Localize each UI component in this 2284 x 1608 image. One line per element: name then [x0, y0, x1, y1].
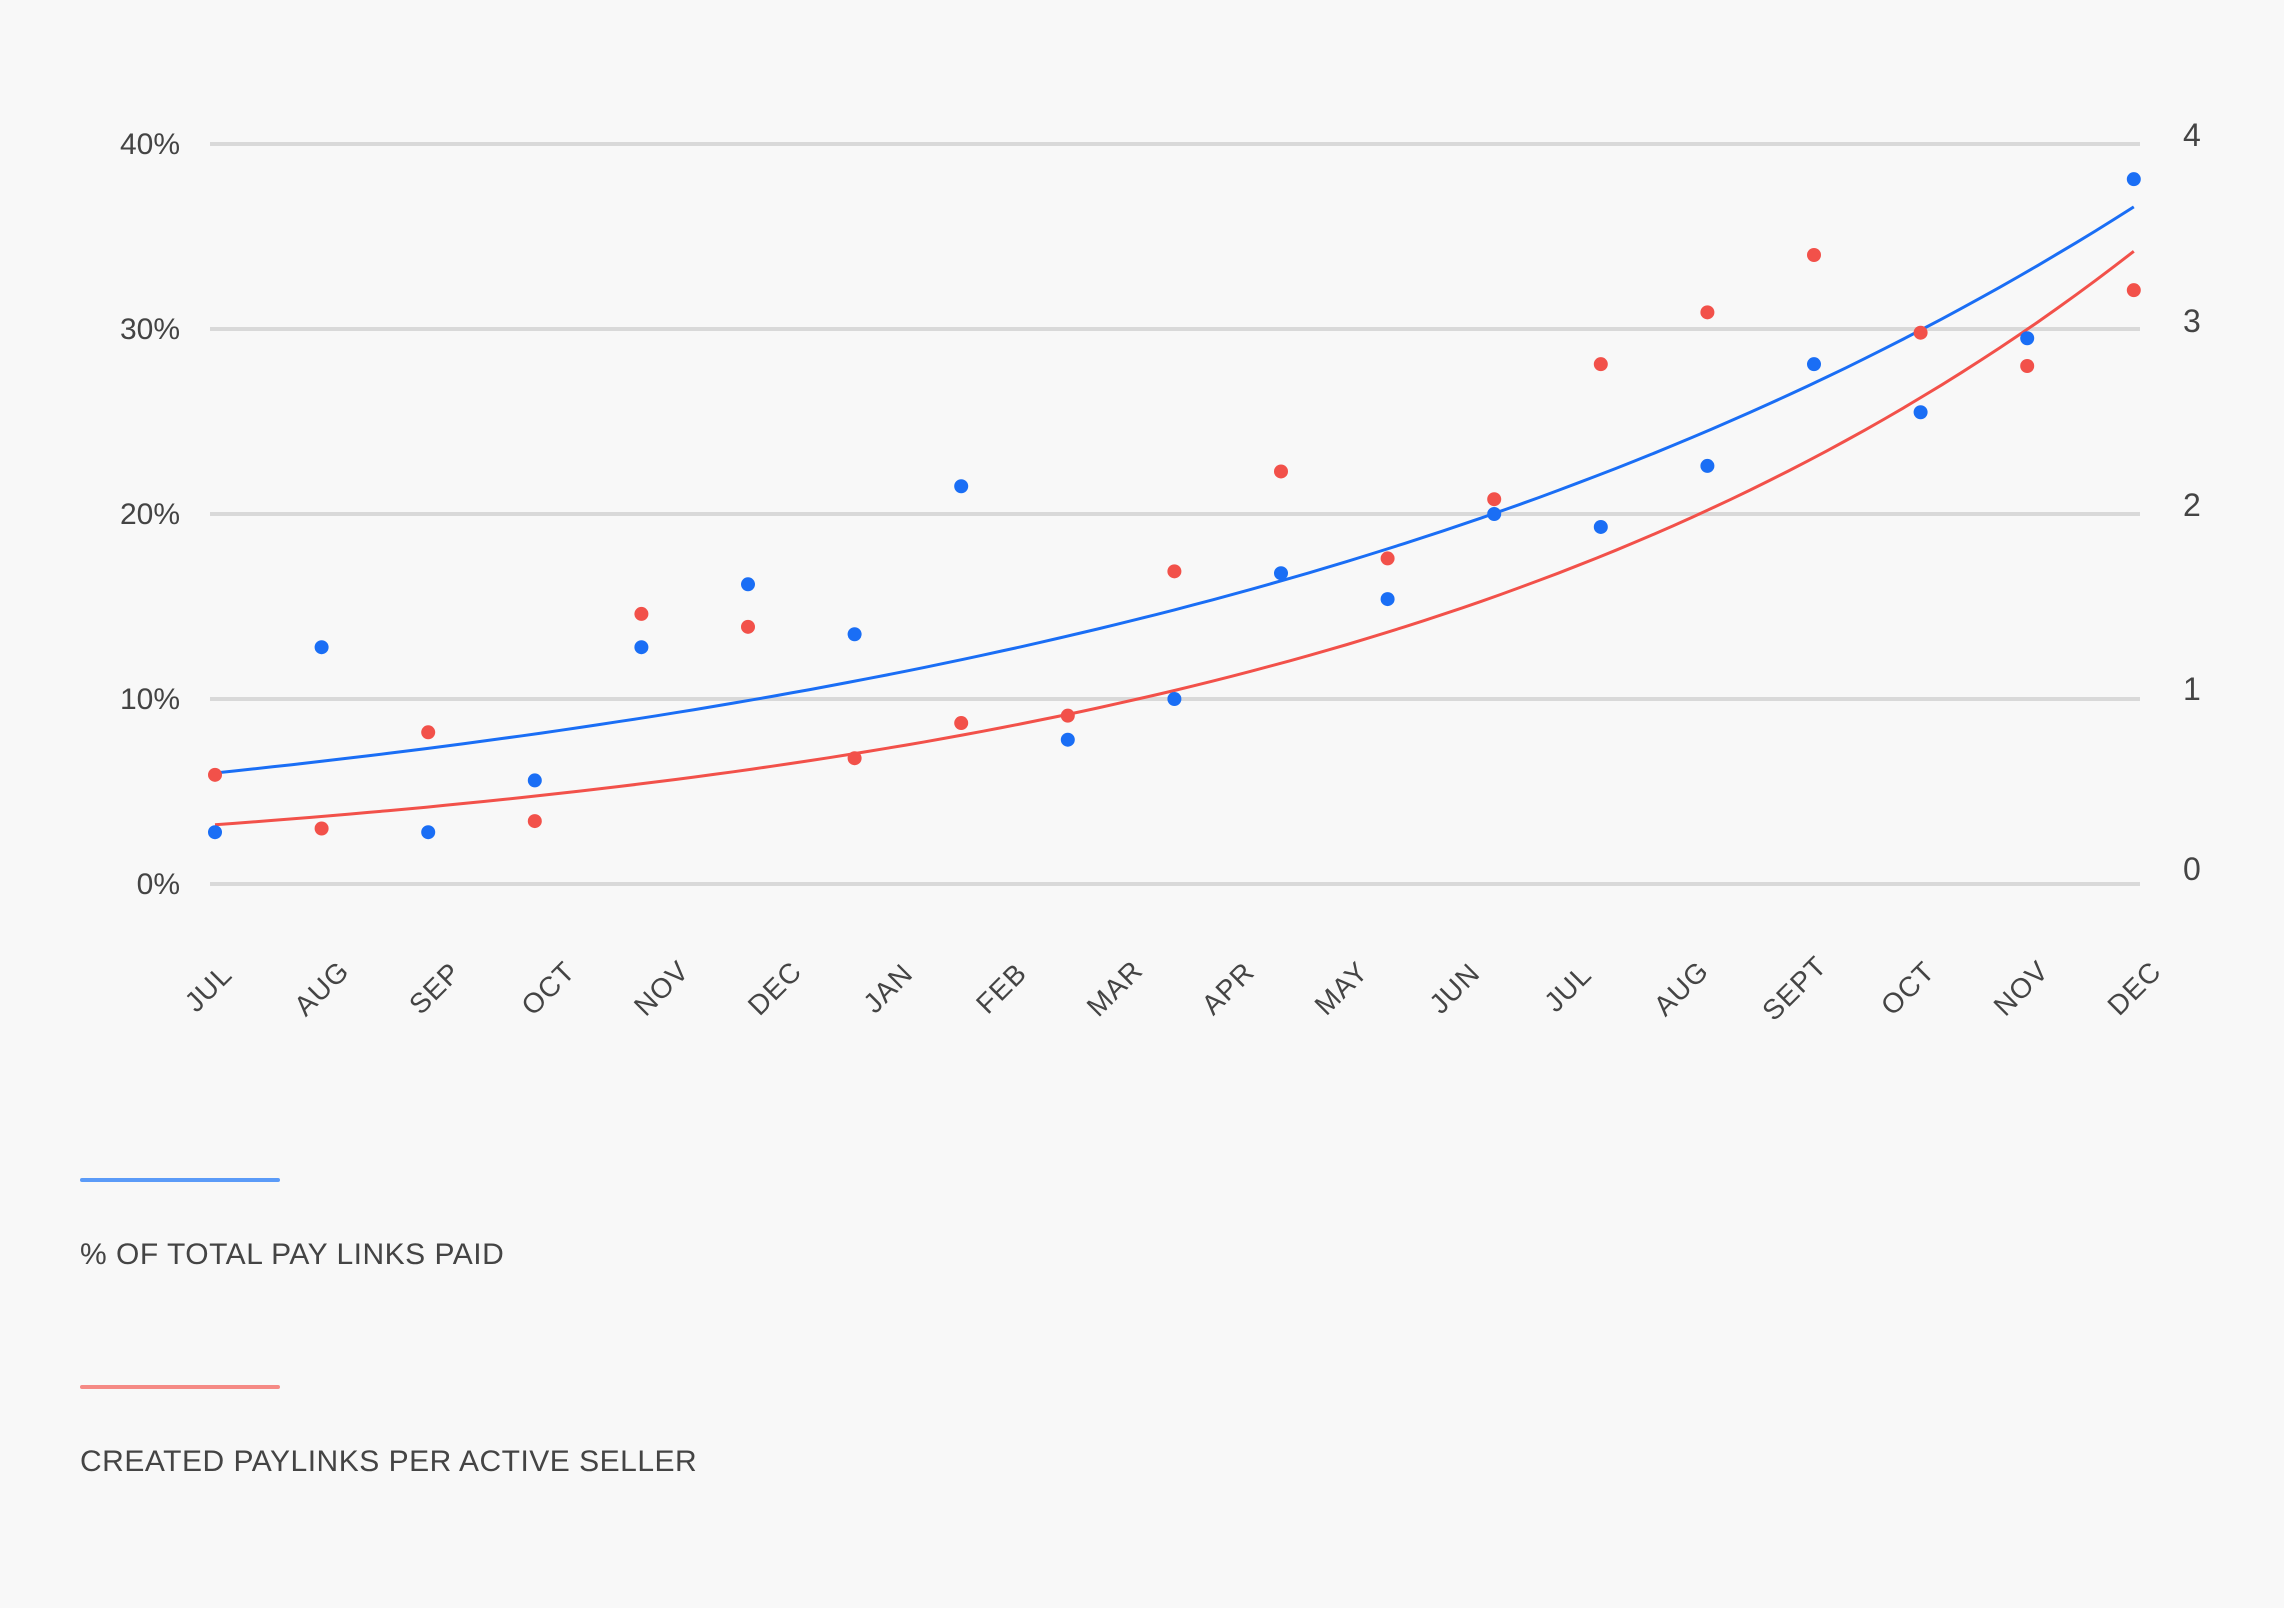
trend-line-series-0: [214, 205, 2135, 775]
data-point-series-1: [634, 606, 649, 621]
legend-swatch-blue: [80, 1178, 280, 1182]
data-point-series-0: [2020, 331, 2035, 346]
x-tick-label: AUG: [288, 955, 355, 1022]
data-point-series-1: [1487, 492, 1502, 507]
x-tick-label: NOV: [1988, 955, 2055, 1022]
data-point-series-0: [1274, 566, 1288, 581]
x-tick-label: MAY: [1309, 956, 1374, 1021]
y-right-tick-label: 3: [2183, 303, 2201, 339]
data-point-series-0: [634, 640, 649, 655]
data-point-series-1: [314, 821, 329, 836]
y-left-tick-label: 40%: [120, 128, 180, 161]
data-point-series-0: [1060, 732, 1075, 747]
data-point-series-0: [847, 627, 862, 642]
data-point-series-0: [1380, 592, 1395, 607]
data-point-series-0: [421, 825, 436, 840]
x-tick-label: SEPT: [1756, 950, 1832, 1026]
data-point-series-0: [527, 773, 542, 788]
y-left-tick-label: 20%: [120, 498, 180, 531]
data-point-series-1: [421, 725, 436, 740]
legend-item-paylinks-per-seller: CREATED PAYLINKS PER ACTIVE SELLER: [80, 1385, 697, 1479]
legend-label-pay-links-paid: % OF TOTAL PAY LINKS PAID: [80, 1238, 505, 1271]
trend-line-series-1: [214, 250, 2135, 827]
data-point-series-1: [1700, 305, 1715, 320]
data-point-series-1: [847, 751, 862, 766]
y-left-tick-label: 10%: [120, 683, 180, 716]
data-point-series-1: [954, 716, 969, 731]
data-point-series-1: [208, 767, 222, 782]
right-axis-ticks: 0 1 2 3 4: [2183, 117, 2201, 887]
data-point-series-0: [208, 825, 222, 840]
y-left-tick-label: 30%: [120, 313, 180, 346]
y-right-tick-label: 1: [2183, 671, 2201, 707]
legend-label-paylinks-per-seller: CREATED PAYLINKS PER ACTIVE SELLER: [80, 1445, 698, 1478]
data-point-series-0: [1807, 357, 1821, 372]
data-point-series-1: [1913, 325, 1928, 340]
x-tick-label: JUL: [179, 959, 238, 1018]
data-point-series-0: [1913, 405, 1928, 420]
x-tick-label: AUG: [1648, 955, 1715, 1022]
x-tick-label: OCT: [515, 955, 581, 1021]
y-right-tick-label: 4: [2183, 117, 2201, 153]
data-point-series-0: [1487, 507, 1502, 521]
x-axis-ticks: JUL AUG SEP OCT NOV DEC JAN FEB MAR APR MAY JUN JUL A…: [179, 950, 2168, 1026]
data-point-series-0: [741, 577, 755, 592]
data-point-series-0: [1167, 692, 1182, 706]
y-right-tick-label: 2: [2183, 487, 2201, 523]
x-tick-label: FEB: [970, 957, 1033, 1020]
grid-lines: [210, 142, 2140, 886]
data-point-series-1: [1167, 564, 1182, 579]
x-tick-label: JUL: [1538, 959, 1597, 1018]
data-point-series-0: [1700, 458, 1715, 473]
data-point-series-1: [741, 619, 755, 634]
x-tick-label: DEC: [2101, 955, 2167, 1021]
x-tick-label: JAN: [857, 958, 918, 1019]
data-point-series-0: [314, 640, 329, 655]
legend-item-pay-links-paid: % OF TOTAL PAY LINKS PAID: [80, 1178, 504, 1272]
x-tick-label: SEP: [403, 956, 467, 1020]
x-tick-label: NOV: [628, 955, 695, 1022]
y-right-tick-label: 0: [2183, 851, 2201, 887]
data-point-series-0: [2126, 172, 2141, 187]
data-point-series-1: [1380, 551, 1395, 566]
data-point-series-1: [2020, 359, 2035, 373]
data-point-series-1: [1060, 708, 1075, 723]
y-left-tick-label: 0%: [137, 868, 180, 901]
trend-lines: [214, 205, 2135, 827]
data-point-series-1: [2126, 283, 2141, 298]
x-tick-label: MAR: [1081, 954, 1149, 1022]
data-point-series-1: [1593, 357, 1608, 372]
data-point-series-1: [527, 814, 542, 829]
x-tick-label: OCT: [1875, 955, 1941, 1021]
x-tick-label: JUN: [1423, 957, 1486, 1020]
data-point-series-0: [1593, 519, 1608, 534]
x-tick-label: DEC: [742, 955, 808, 1021]
left-axis-ticks: 0% 10% 20% 30% 40%: [120, 128, 180, 901]
x-tick-label: APR: [1196, 956, 1261, 1021]
data-point-series-1: [1274, 464, 1288, 479]
data-points: [208, 172, 2141, 840]
data-point-series-0: [954, 479, 969, 494]
data-point-series-1: [1807, 248, 1821, 262]
legend-swatch-red: [80, 1385, 280, 1389]
